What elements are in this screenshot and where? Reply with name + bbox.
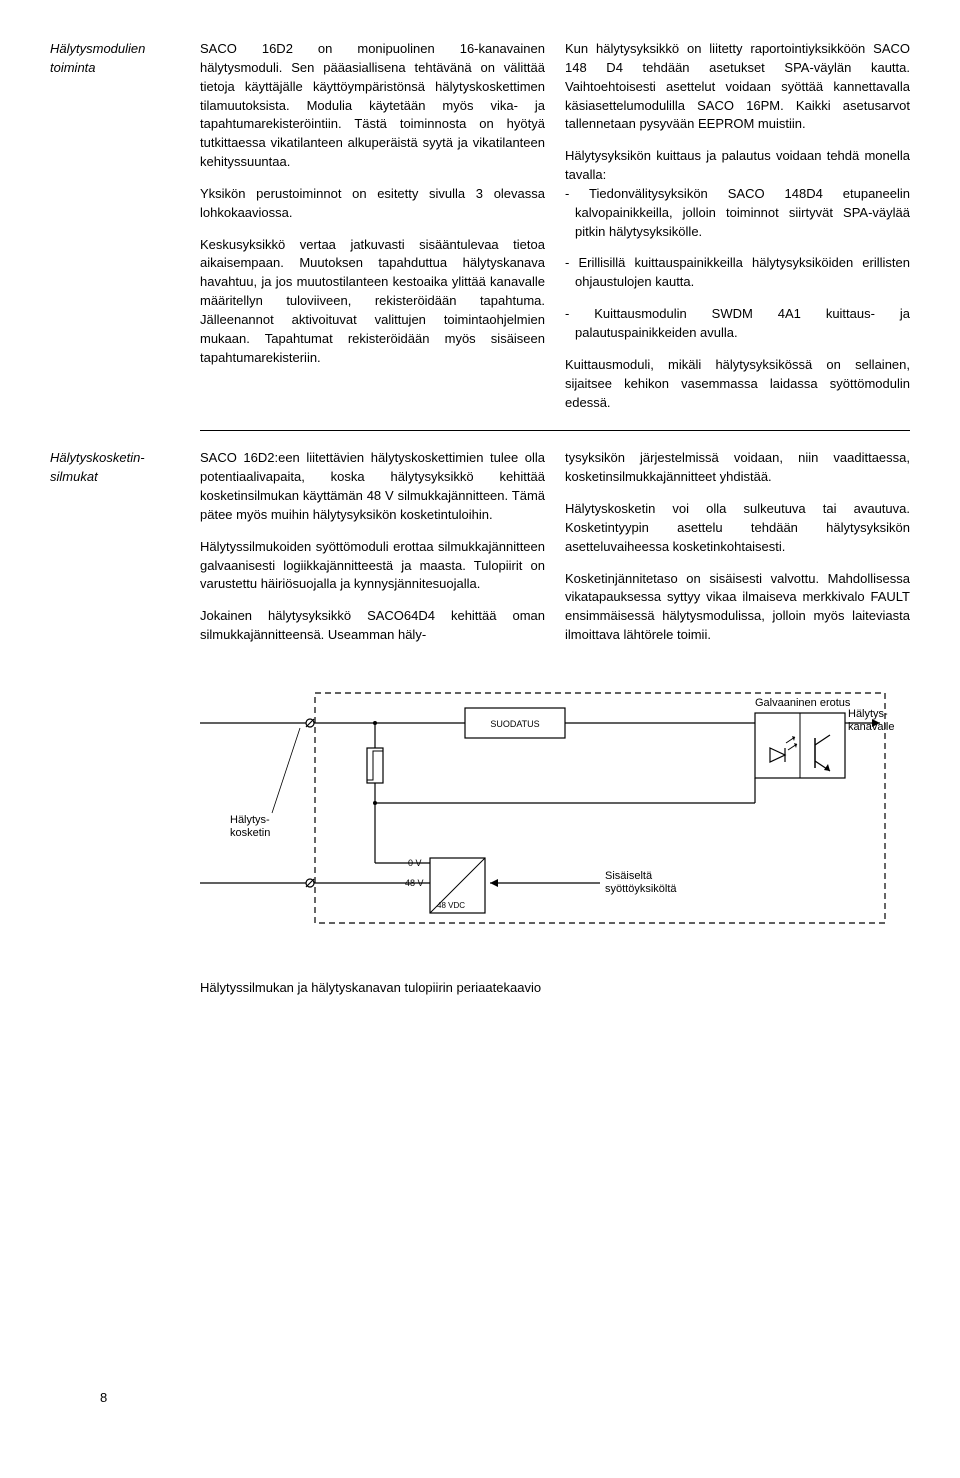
- para: Kuittausmoduli, mikäli hälytysyksikössä …: [565, 356, 910, 413]
- para: Yksikön perustoiminnot on esitetty sivul…: [200, 185, 545, 223]
- supply-label-2: syöttöyksiköltä: [605, 883, 677, 895]
- right-column: Kun hälytysyksikkö on liitetty raportoin…: [565, 40, 910, 412]
- para: Keskusyksikkö vertaa jatkuvasti sisääntu…: [200, 236, 545, 368]
- diagram-svg: SUODATUS Galvaaninen erotus Hälytys- kan…: [200, 673, 900, 953]
- para: SACO 16D2 on monipuolinen 16-kanavainen …: [200, 40, 545, 172]
- output-label-1: Hälytys-: [848, 708, 888, 720]
- supply-label-1: Sisäiseltä: [605, 870, 653, 882]
- contact-label-2: kosketin: [230, 827, 270, 839]
- section-heading: Hälytysmodulien toiminta: [50, 40, 180, 412]
- para: Hälytyssilmukoiden syöttömoduli erottaa …: [200, 538, 545, 595]
- v48-label: 48 V: [405, 878, 424, 888]
- bullet: - Kuittausmodulin SWDM 4A1 kuittaus- ja …: [565, 305, 910, 343]
- filter-label: SUODATUS: [490, 719, 539, 729]
- list-intro: Hälytysyksikön kuittaus ja palautus void…: [565, 147, 910, 185]
- para: SACO 16D2:een liitettävien hälytyskosket…: [200, 449, 545, 524]
- output-label-2: kanavalle: [848, 721, 894, 733]
- bullet: - Tiedonvälitysyksikön SACO 148D4 etupan…: [565, 185, 910, 242]
- vdc-label: 48 VDC: [437, 901, 465, 910]
- text-columns: SACO 16D2:een liitettävien hälytyskosket…: [200, 449, 910, 645]
- section-operation: Hälytysmodulien toiminta SACO 16D2 on mo…: [50, 40, 910, 412]
- para: Kosketinjännitetaso on sisäisesti valvot…: [565, 570, 910, 645]
- page-number: 8: [100, 1389, 107, 1408]
- galvanic-label: Galvaaninen erotus: [755, 697, 851, 709]
- bullet: - Erillisillä kuittauspainikkeilla hälyt…: [565, 254, 910, 292]
- para: Kun hälytysyksikkö on liitetty raportoin…: [565, 40, 910, 134]
- arrow-in: [490, 879, 498, 887]
- para: tysyksikön järjestelmissä voidaan, niin …: [565, 449, 910, 487]
- varistor-icon: [367, 748, 383, 783]
- para: Jokainen hälytysyksikkö SACO64D4 kehittä…: [200, 607, 545, 645]
- right-column: tysyksikön järjestelmissä voidaan, niin …: [565, 449, 910, 645]
- circuit-diagram: SUODATUS Galvaaninen erotus Hälytys- kan…: [200, 673, 910, 959]
- diagram-caption: Hälytyssilmukan ja hälytyskanavan tulopi…: [200, 979, 910, 998]
- divider: [200, 430, 910, 431]
- para: Hälytyskosketin voi olla sulkeutuva tai …: [565, 500, 910, 557]
- contact-label-1: Hälytys-: [230, 814, 270, 826]
- left-column: SACO 16D2 on monipuolinen 16-kanavainen …: [200, 40, 545, 412]
- text-columns: SACO 16D2 on monipuolinen 16-kanavainen …: [200, 40, 910, 412]
- section-contacts: Hälytyskosketin-silmukat SACO 16D2:een l…: [50, 449, 910, 645]
- left-column: SACO 16D2:een liitettävien hälytyskosket…: [200, 449, 545, 645]
- section-heading: Hälytyskosketin-silmukat: [50, 449, 180, 645]
